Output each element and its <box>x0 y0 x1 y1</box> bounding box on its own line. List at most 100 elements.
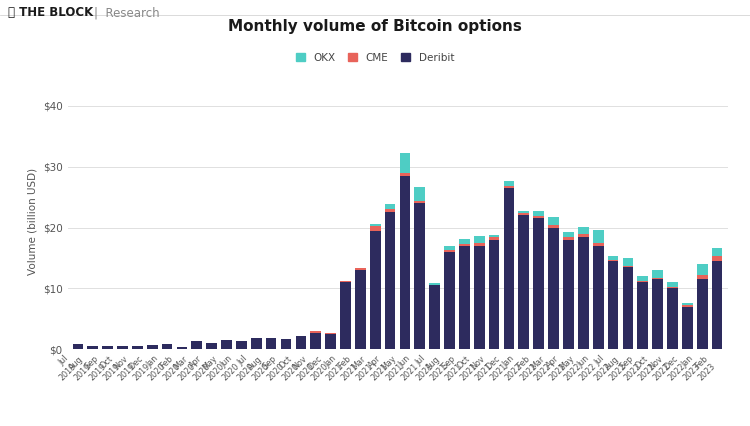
Bar <box>370 224 380 226</box>
Bar <box>638 282 648 349</box>
Bar <box>444 250 455 252</box>
Bar <box>489 235 500 237</box>
Bar <box>682 307 693 349</box>
Bar <box>489 237 500 240</box>
Bar <box>608 259 619 261</box>
Bar <box>400 176 410 349</box>
Bar <box>429 285 440 349</box>
Bar <box>592 230 604 243</box>
Bar <box>563 237 574 240</box>
Bar <box>191 341 202 349</box>
Bar <box>221 340 232 349</box>
Bar <box>415 201 425 203</box>
Bar <box>533 216 544 219</box>
Bar <box>533 219 544 349</box>
Bar <box>415 187 425 201</box>
Bar <box>682 305 693 307</box>
Bar <box>592 246 604 349</box>
Bar <box>518 210 530 213</box>
Bar <box>117 346 128 349</box>
Bar <box>652 277 663 279</box>
Bar <box>355 270 366 349</box>
Bar <box>340 282 351 349</box>
Bar <box>355 268 366 270</box>
Bar <box>280 339 291 349</box>
Bar <box>578 234 589 237</box>
Bar <box>608 261 619 349</box>
Bar <box>504 186 515 188</box>
Text: Monthly volume of Bitcoin options: Monthly volume of Bitcoin options <box>228 19 522 34</box>
Bar <box>474 243 484 246</box>
Bar <box>310 333 321 349</box>
Bar <box>697 279 707 349</box>
Bar <box>652 270 663 277</box>
Bar <box>652 279 663 349</box>
Bar <box>385 204 395 209</box>
Bar <box>578 237 589 349</box>
Bar <box>697 264 707 275</box>
Bar <box>474 246 484 349</box>
Bar <box>668 287 678 288</box>
Bar <box>459 246 470 349</box>
Bar <box>563 240 574 349</box>
Bar <box>459 245 470 246</box>
Bar <box>326 334 336 349</box>
Bar <box>147 345 158 349</box>
Bar <box>622 258 633 266</box>
Bar <box>444 252 455 349</box>
Bar <box>712 256 722 261</box>
Bar <box>518 213 530 216</box>
Bar <box>429 283 440 285</box>
Bar <box>712 248 722 256</box>
Bar <box>712 261 722 349</box>
Bar <box>592 243 604 246</box>
Bar <box>400 173 410 176</box>
Bar <box>548 217 559 225</box>
Bar <box>444 245 455 250</box>
Bar <box>489 240 500 349</box>
Y-axis label: Volume (billion USD): Volume (billion USD) <box>27 168 38 275</box>
Bar <box>548 227 559 349</box>
Bar <box>638 276 648 281</box>
Bar <box>266 338 277 349</box>
Bar <box>385 213 395 349</box>
Bar <box>668 288 678 349</box>
Bar <box>504 188 515 349</box>
Bar <box>236 341 247 349</box>
Bar <box>296 336 306 349</box>
Bar <box>326 333 336 334</box>
Bar <box>622 267 633 349</box>
Bar <box>578 227 589 234</box>
Bar <box>638 281 648 282</box>
Bar <box>697 275 707 279</box>
Bar <box>504 181 515 186</box>
Bar <box>668 282 678 287</box>
Bar <box>385 209 395 213</box>
Bar <box>518 216 530 349</box>
Bar <box>415 203 425 349</box>
Bar <box>88 346 98 349</box>
Bar <box>370 230 380 349</box>
Bar <box>400 153 410 173</box>
Bar <box>340 281 351 282</box>
Bar <box>622 266 633 267</box>
Bar <box>548 225 559 227</box>
Bar <box>73 345 83 349</box>
Legend: OKX, CME, Deribit: OKX, CME, Deribit <box>292 50 458 66</box>
Bar <box>176 347 188 349</box>
Bar <box>533 211 544 216</box>
Bar <box>370 226 380 230</box>
Bar <box>251 338 262 349</box>
Text: |  Research: | Research <box>94 6 159 20</box>
Bar <box>459 239 470 245</box>
Bar <box>162 344 172 349</box>
Bar <box>608 256 619 259</box>
Bar <box>102 345 113 349</box>
Bar <box>206 343 217 349</box>
Bar <box>474 236 484 243</box>
Bar <box>563 233 574 237</box>
Bar <box>132 345 142 349</box>
Bar <box>682 303 693 305</box>
Bar <box>310 331 321 333</box>
Text: ⧈ THE BLOCK: ⧈ THE BLOCK <box>8 6 93 20</box>
